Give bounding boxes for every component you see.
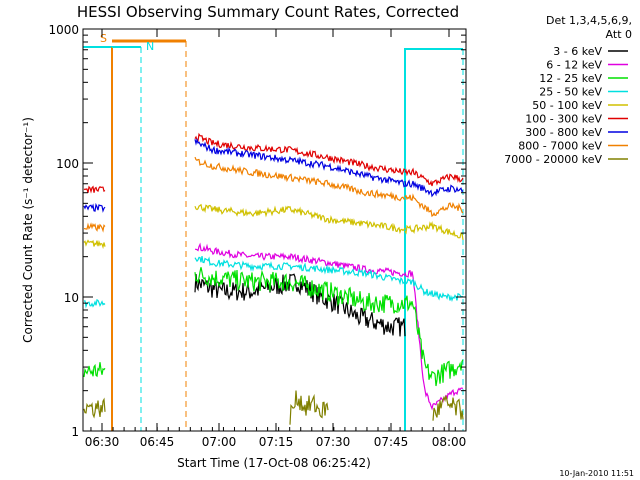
x-axis: 06:30 06:45 07:00 07:15 07:30 07:45 08:00 <box>85 29 467 449</box>
legend-label: 100 - 300 keV <box>525 113 602 126</box>
x-tick-label: 07:15 <box>259 435 294 449</box>
legend-label: 12 - 25 keV <box>539 72 602 85</box>
legend-label: 800 - 7000 keV <box>518 140 602 153</box>
y-tick-label: 1 <box>71 425 79 439</box>
chart-title: HESSI Observing Summary Count Rates, Cor… <box>77 3 459 21</box>
x-tick-label: 07:00 <box>202 435 237 449</box>
legend-label: 7000 - 20000 keV <box>504 153 602 166</box>
y-tick-label: 1000 <box>48 23 79 37</box>
x-tick-label: 07:45 <box>374 435 409 449</box>
y-tick-label: 100 <box>56 157 79 171</box>
x-tick-label: 08:00 <box>432 435 467 449</box>
series-line <box>83 132 464 194</box>
series-line <box>83 390 464 425</box>
series-line <box>83 267 464 387</box>
series-line <box>83 156 464 233</box>
series-line <box>83 203 464 250</box>
legend-label: 50 - 100 keV <box>532 99 602 112</box>
legend-label: 6 - 12 keV <box>546 59 602 72</box>
legend-label: 300 - 800 keV <box>525 126 602 139</box>
timestamp: 10-Jan-2010 11:51 <box>559 469 634 478</box>
plot-frame <box>82 28 467 432</box>
x-tick-label: 07:30 <box>316 435 351 449</box>
saa-label: S <box>100 32 107 45</box>
legend-label: 25 - 50 keV <box>539 86 602 99</box>
series-line <box>83 137 464 213</box>
series-line <box>194 273 406 337</box>
legend-label: 3 - 6 keV <box>553 45 602 58</box>
series-line <box>194 242 464 411</box>
y-tick-label: 10 <box>64 291 79 305</box>
legend-header: Att 0 <box>606 28 632 41</box>
plot-area: SN <box>83 32 464 431</box>
x-axis-label: Start Time (17-Oct-08 06:25:42) <box>177 456 371 470</box>
legend-header: Det 1,3,4,5,6,9, <box>546 14 632 27</box>
night-label: N <box>146 40 154 53</box>
x-tick-label: 06:30 <box>85 435 120 449</box>
y-axis-label: Corrected Count Rate (s⁻¹ detector⁻¹) <box>21 117 35 343</box>
x-tick-label: 06:45 <box>140 435 175 449</box>
y-axis: 1 10 100 1000 <box>48 23 466 439</box>
